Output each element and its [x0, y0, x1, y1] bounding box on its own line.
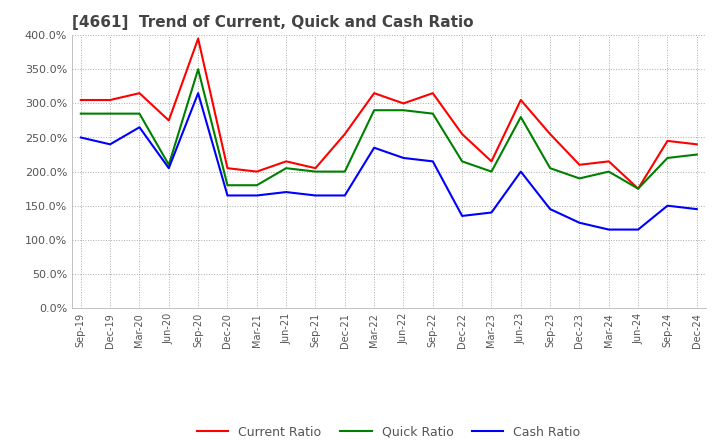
Quick Ratio	[516, 114, 525, 120]
Line: Quick Ratio: Quick Ratio	[81, 69, 697, 189]
Quick Ratio	[605, 169, 613, 174]
Cash Ratio	[693, 206, 701, 212]
Current Ratio	[164, 118, 173, 123]
Cash Ratio	[253, 193, 261, 198]
Cash Ratio	[311, 193, 320, 198]
Cash Ratio	[223, 193, 232, 198]
Current Ratio	[341, 132, 349, 137]
Cash Ratio	[370, 145, 379, 150]
Cash Ratio	[194, 91, 202, 96]
Current Ratio	[487, 159, 496, 164]
Cash Ratio	[663, 203, 672, 209]
Cash Ratio	[546, 206, 554, 212]
Current Ratio	[370, 91, 379, 96]
Current Ratio	[634, 186, 642, 191]
Current Ratio	[76, 97, 85, 103]
Quick Ratio	[282, 165, 290, 171]
Cash Ratio	[341, 193, 349, 198]
Cash Ratio	[428, 159, 437, 164]
Quick Ratio	[223, 183, 232, 188]
Current Ratio	[575, 162, 584, 167]
Quick Ratio	[428, 111, 437, 116]
Quick Ratio	[106, 111, 114, 116]
Quick Ratio	[370, 107, 379, 113]
Line: Current Ratio: Current Ratio	[81, 39, 697, 189]
Cash Ratio	[516, 169, 525, 174]
Current Ratio	[663, 138, 672, 143]
Quick Ratio	[546, 165, 554, 171]
Quick Ratio	[135, 111, 144, 116]
Cash Ratio	[399, 155, 408, 161]
Current Ratio	[693, 142, 701, 147]
Cash Ratio	[76, 135, 85, 140]
Current Ratio	[516, 97, 525, 103]
Cash Ratio	[106, 142, 114, 147]
Cash Ratio	[605, 227, 613, 232]
Cash Ratio	[164, 165, 173, 171]
Current Ratio	[106, 97, 114, 103]
Quick Ratio	[341, 169, 349, 174]
Current Ratio	[458, 132, 467, 137]
Current Ratio	[135, 91, 144, 96]
Quick Ratio	[164, 162, 173, 167]
Cash Ratio	[135, 125, 144, 130]
Cash Ratio	[487, 210, 496, 215]
Current Ratio	[253, 169, 261, 174]
Quick Ratio	[76, 111, 85, 116]
Current Ratio	[399, 101, 408, 106]
Current Ratio	[282, 159, 290, 164]
Cash Ratio	[575, 220, 584, 225]
Quick Ratio	[575, 176, 584, 181]
Quick Ratio	[399, 107, 408, 113]
Current Ratio	[223, 165, 232, 171]
Current Ratio	[605, 159, 613, 164]
Current Ratio	[194, 36, 202, 41]
Current Ratio	[546, 132, 554, 137]
Current Ratio	[428, 91, 437, 96]
Line: Cash Ratio: Cash Ratio	[81, 93, 697, 230]
Quick Ratio	[311, 169, 320, 174]
Current Ratio	[311, 165, 320, 171]
Text: [4661]  Trend of Current, Quick and Cash Ratio: [4661] Trend of Current, Quick and Cash …	[72, 15, 474, 30]
Quick Ratio	[253, 183, 261, 188]
Quick Ratio	[693, 152, 701, 157]
Quick Ratio	[487, 169, 496, 174]
Quick Ratio	[458, 159, 467, 164]
Quick Ratio	[663, 155, 672, 161]
Cash Ratio	[634, 227, 642, 232]
Quick Ratio	[194, 66, 202, 72]
Quick Ratio	[634, 186, 642, 191]
Cash Ratio	[282, 189, 290, 194]
Cash Ratio	[458, 213, 467, 219]
Legend: Current Ratio, Quick Ratio, Cash Ratio: Current Ratio, Quick Ratio, Cash Ratio	[192, 421, 585, 440]
